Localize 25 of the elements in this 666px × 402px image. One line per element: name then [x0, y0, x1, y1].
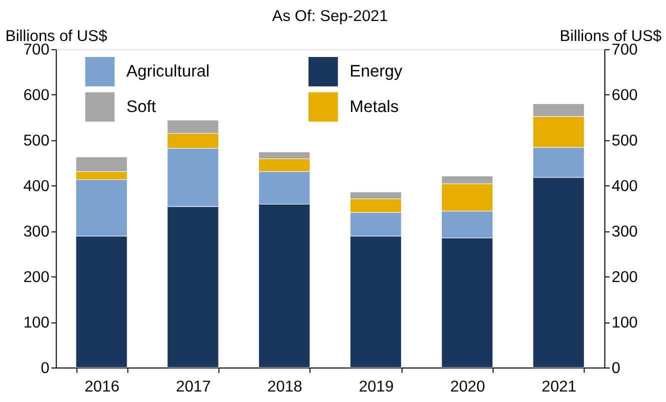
chart-title: As Of: Sep-2021 [272, 8, 388, 25]
y2-tick-label: 200 [612, 268, 638, 286]
y-tick-label: 500 [23, 132, 50, 150]
x-tick-label: 2018 [267, 378, 303, 396]
y2-tick-label: 0 [612, 360, 621, 377]
y2-tick-label: 100 [612, 314, 638, 332]
x-tick-label: 2017 [176, 378, 211, 396]
y-tick-label: 200 [23, 268, 50, 286]
y2-tick-label: 400 [612, 178, 638, 195]
legend-label: Energy [350, 62, 404, 81]
x-tick-label: 2020 [450, 378, 486, 396]
x-tick-label: 2019 [358, 378, 394, 396]
legend-label: Soft [126, 96, 156, 116]
y2-tick-label: 600 [612, 87, 638, 104]
y-tick-label: 100 [23, 314, 50, 332]
y-tick-label: 0 [40, 360, 50, 377]
legend-label: Agricultural [126, 62, 210, 81]
y-tick-label: 400 [23, 178, 50, 195]
y2-tick-label: 500 [612, 132, 638, 150]
x-tick-label: 2016 [84, 378, 120, 396]
y2-tick-label: 300 [612, 223, 638, 240]
y-tick-label: 600 [23, 87, 50, 104]
legend-label: Metals [350, 96, 399, 116]
x-tick-label: 2021 [542, 378, 577, 396]
y-tick-label: 300 [23, 223, 50, 240]
